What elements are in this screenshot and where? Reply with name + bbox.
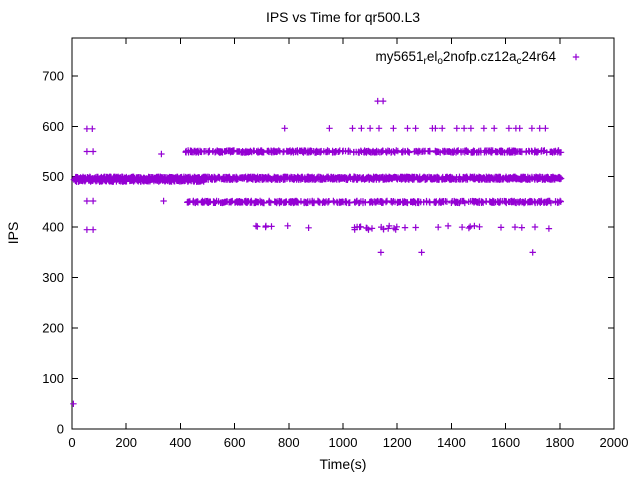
x-tick-label: 1800 [545, 435, 574, 450]
x-tick-label: 1600 [491, 435, 520, 450]
y-tick-label: 0 [57, 422, 64, 437]
y-tick-label: 700 [42, 68, 64, 83]
x-tick-label: 400 [170, 435, 192, 450]
legend-label: my5651relo2nofp.cz12ac24r64 [375, 49, 556, 67]
x-tick-label: 1200 [383, 435, 412, 450]
x-tick-label: 1400 [437, 435, 466, 450]
x-tick-label: 0 [68, 435, 75, 450]
y-tick-label: 400 [42, 220, 64, 235]
x-tick-label: 1000 [329, 435, 358, 450]
legend-key-icon [572, 53, 580, 61]
y-tick-label: 100 [42, 371, 64, 386]
x-tick-label: 200 [115, 435, 137, 450]
chart-title: IPS vs Time for qr500.L3 [266, 9, 420, 25]
x-axis-label: Time(s) [320, 456, 367, 472]
y-tick-label: 500 [42, 169, 64, 184]
x-tick-label: 600 [224, 435, 246, 450]
y-tick-label: 200 [42, 321, 64, 336]
tick-marks [71, 38, 615, 430]
x-tick-label: 800 [278, 435, 300, 450]
y-tick-label: 300 [42, 270, 64, 285]
x-tick-labels: 0 200 400 600 800 1000 1200 1400 1600 1800 2000 [68, 435, 628, 450]
data-points [70, 97, 565, 407]
y-tick-labels: 0 100 200 300 400 500 600 700 [42, 68, 64, 436]
plot-border [71, 37, 615, 430]
y-axis-label: IPS [5, 222, 21, 245]
y-tick-label: 600 [42, 119, 64, 134]
x-tick-label: 2000 [600, 435, 629, 450]
